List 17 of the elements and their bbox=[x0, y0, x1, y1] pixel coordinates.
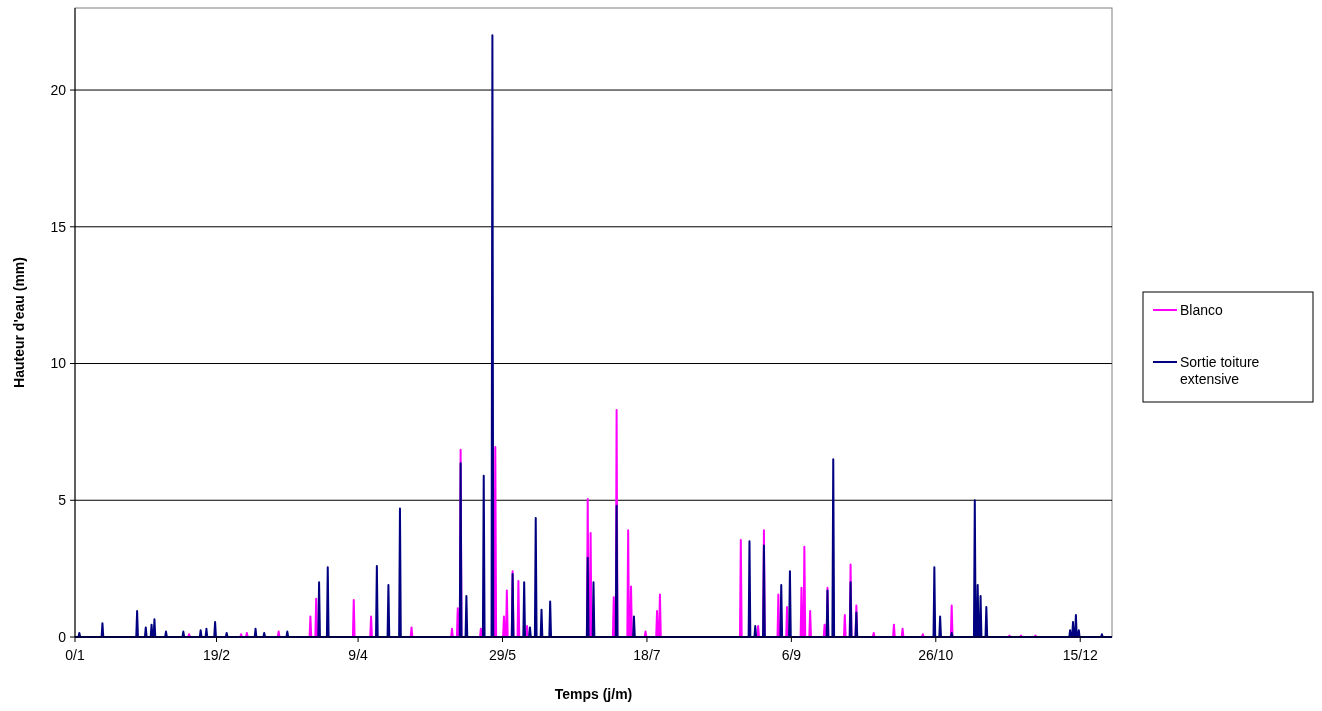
y-tick-label: 15 bbox=[50, 218, 67, 235]
x-tick-label: 29/5 bbox=[488, 647, 517, 663]
x-tick-label: 6/9 bbox=[781, 647, 802, 663]
y-tick-label: 10 bbox=[50, 355, 67, 372]
y-tick-label: 20 bbox=[50, 81, 67, 98]
legend-label: Sortie toiture extensive bbox=[1180, 353, 1260, 388]
legend-label: Blanco bbox=[1180, 301, 1224, 318]
y-tick-label: 5 bbox=[58, 492, 67, 509]
y-axis-title: Hauteur d'eau (mm) bbox=[11, 257, 27, 388]
x-tick-label: 9/4 bbox=[348, 647, 369, 663]
y-tick-label: 0 bbox=[58, 628, 67, 645]
x-tick-label: 15/12 bbox=[1062, 647, 1098, 663]
x-tick-label: 19/2 bbox=[202, 647, 231, 663]
x-tick-label: 0/1 bbox=[65, 647, 85, 663]
x-axis-title: Temps (j/m) bbox=[554, 686, 633, 702]
x-tick-label: 18/7 bbox=[633, 647, 661, 663]
x-tick-label: 26/10 bbox=[918, 647, 954, 663]
